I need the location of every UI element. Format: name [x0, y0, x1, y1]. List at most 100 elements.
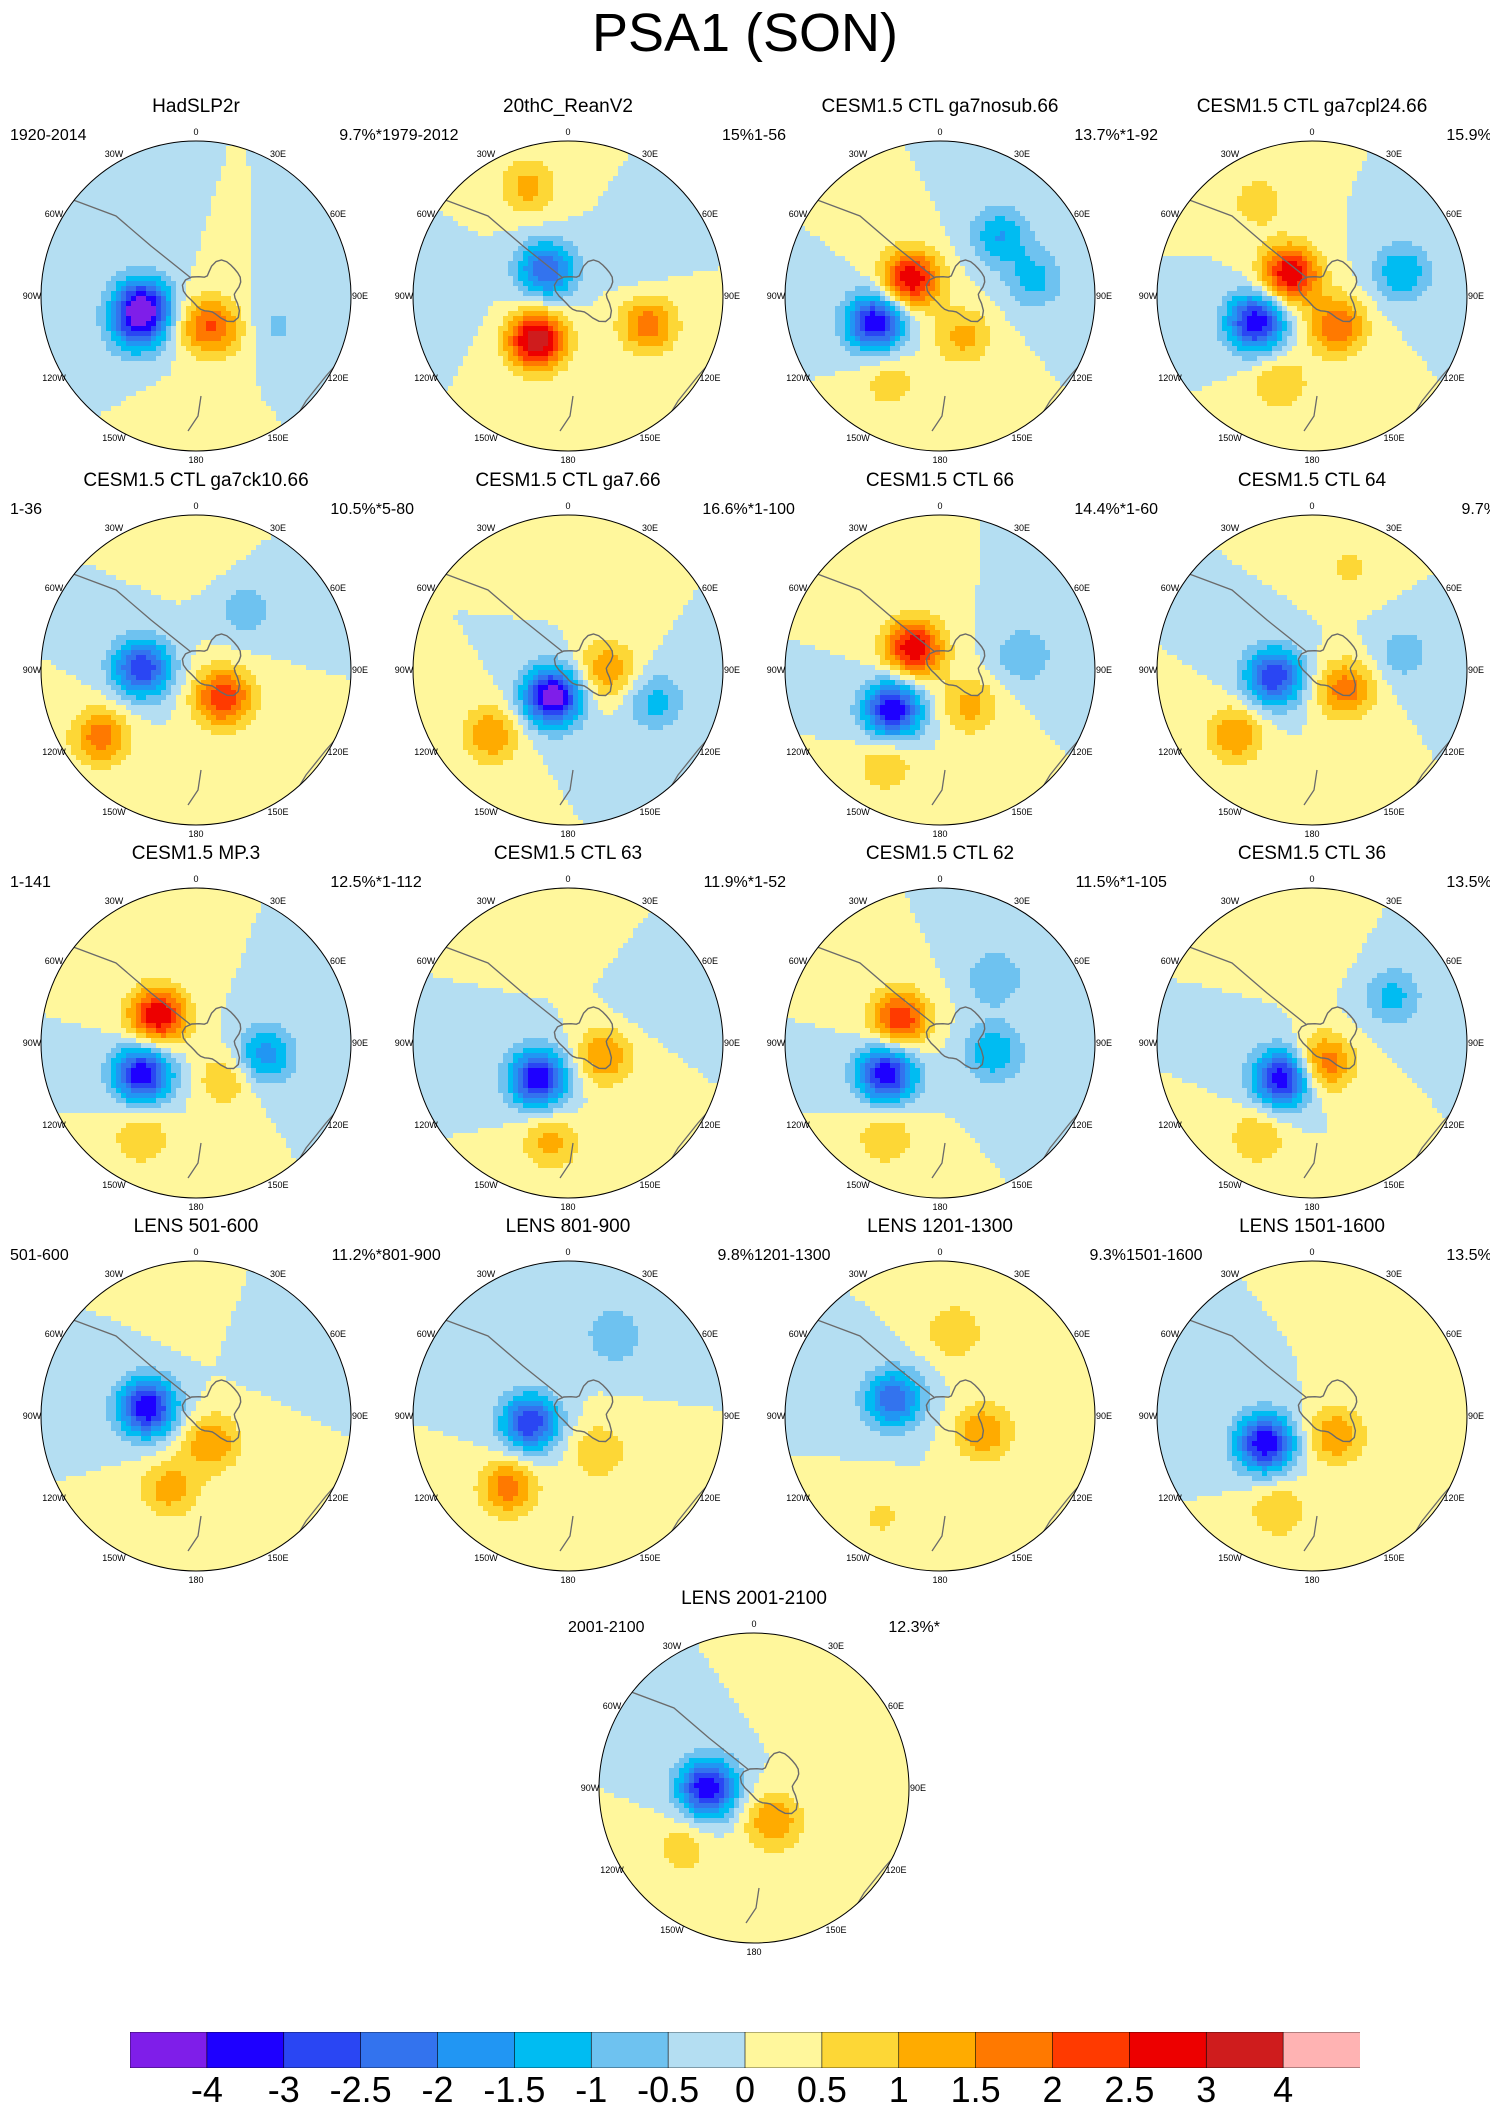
field-cell [518, 176, 524, 182]
field-cell [111, 346, 117, 352]
field-cell [216, 171, 222, 177]
field-cell [246, 151, 252, 157]
field-cell [81, 326, 87, 332]
field-cell [86, 216, 92, 222]
field-cell [236, 151, 242, 157]
field-cell [311, 276, 317, 282]
field-cell [211, 186, 217, 192]
field-cell [306, 276, 312, 282]
field-cell [678, 211, 684, 217]
field-cell [608, 261, 614, 267]
field-cell [458, 186, 464, 192]
field-cell [261, 196, 267, 202]
field-cell [126, 346, 132, 352]
field-cell [156, 296, 162, 302]
field-cell [181, 171, 187, 177]
field-cell [56, 356, 62, 362]
field-cell [533, 171, 539, 177]
field-cell [346, 271, 351, 277]
field-cell [121, 236, 127, 242]
field-cell [116, 166, 122, 172]
field-cell [216, 296, 222, 302]
field-cell [266, 361, 272, 367]
field-cell [548, 201, 554, 207]
field-cell [121, 296, 127, 302]
field-cell [633, 181, 639, 187]
field-cell [703, 251, 709, 257]
field-cell [321, 216, 327, 222]
field-cell [301, 356, 307, 362]
field-cell [131, 256, 137, 262]
field-cell [166, 276, 172, 282]
field-cell [628, 241, 634, 247]
field-cell [251, 231, 257, 237]
field-cell [498, 156, 504, 162]
field-cell [106, 181, 112, 187]
field-cell [668, 266, 674, 272]
field-cell [291, 301, 297, 307]
field-cell [176, 361, 182, 367]
field-cell [216, 181, 222, 187]
field-cell [261, 406, 267, 412]
field-cell [688, 301, 694, 307]
field-cell [126, 321, 132, 327]
field-cell [131, 426, 137, 432]
field-cell [206, 196, 212, 202]
field-cell [91, 296, 97, 302]
field-cell [281, 286, 287, 292]
field-cell [678, 276, 684, 282]
field-cell [96, 201, 102, 207]
field-cell [206, 421, 212, 427]
field-cell [206, 231, 212, 237]
field-cell [71, 301, 77, 307]
field-cell [181, 376, 187, 382]
field-cell [653, 266, 659, 272]
field-cell [71, 346, 77, 352]
field-cell [201, 406, 207, 412]
field-cell [718, 251, 723, 257]
field-cell [131, 326, 137, 332]
field-cell [181, 356, 187, 362]
field-cell [311, 261, 317, 267]
field-cell [593, 186, 599, 192]
field-cell [171, 231, 177, 237]
field-cell [563, 246, 569, 252]
field-cell [166, 376, 172, 382]
field-cell [156, 176, 162, 182]
field-cell [251, 276, 257, 282]
field-cell [301, 186, 307, 192]
field-cell [261, 306, 267, 312]
field-cell [241, 446, 247, 451]
field-cell [116, 196, 122, 202]
field-cell [131, 176, 137, 182]
field-cell [628, 266, 634, 272]
field-cell [226, 211, 232, 217]
field-cell [331, 326, 337, 332]
field-cell [548, 156, 554, 162]
field-cell [116, 401, 122, 407]
field-cell [261, 211, 267, 217]
field-cell [301, 256, 307, 262]
field-cell [628, 196, 634, 202]
field-cell [216, 371, 222, 377]
field-cell [211, 181, 217, 187]
field-cell [483, 181, 489, 187]
field-cell [628, 246, 634, 252]
field-cell [261, 391, 267, 397]
field-cell [286, 406, 292, 412]
field-cell [131, 371, 137, 377]
field-cell [171, 191, 177, 197]
field-cell [503, 216, 509, 222]
field-cell [488, 296, 494, 302]
field-cell [296, 366, 302, 372]
field-cell [211, 206, 217, 212]
field-cell [56, 291, 62, 297]
field-cell [306, 371, 312, 377]
field-cell [81, 306, 87, 312]
field-cell [493, 236, 499, 242]
field-cell [131, 406, 137, 412]
field-cell [463, 271, 469, 277]
field-cell [46, 281, 52, 287]
field-cell [146, 201, 152, 207]
field-cell [136, 251, 142, 257]
